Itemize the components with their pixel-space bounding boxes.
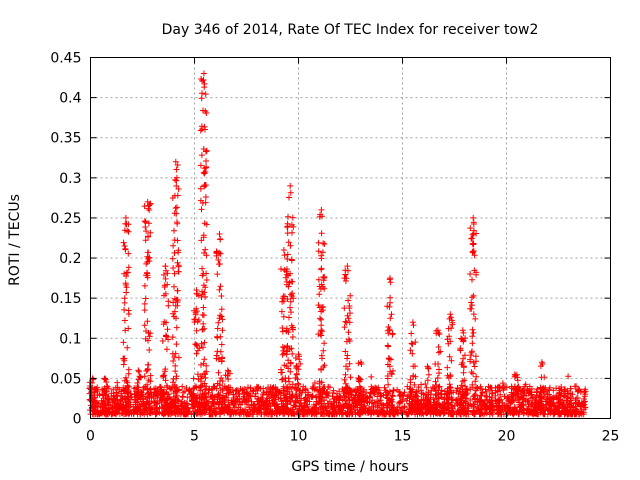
y-tick-label: 0.35 <box>50 131 81 147</box>
x-tick-label: 20 <box>498 429 516 445</box>
y-tick-label: 0.2 <box>59 251 81 267</box>
y-tick-label: 0.3 <box>59 171 81 187</box>
x-tick-label: 15 <box>394 429 412 445</box>
x-tick-label: 5 <box>190 429 199 445</box>
plot-frame <box>90 57 611 419</box>
tick-labels: 0 5 10 15 20 25 0 0.05 0.1 0.15 0.2 0.25 0.3 0.35 0.4 0… <box>50 51 619 445</box>
x-tick-label: 25 <box>602 429 620 445</box>
x-tick-label: 0 <box>86 429 95 445</box>
y-tick-label: 0.15 <box>50 291 81 307</box>
y-tick-label: 0.4 <box>59 91 81 107</box>
y-axis-label: ROTI / TECUs <box>7 194 23 286</box>
data-points <box>86 70 589 418</box>
y-tick-label: 0 <box>73 412 82 428</box>
chart-title: Day 346 of 2014, Rate Of TEC Index for r… <box>162 22 539 38</box>
y-tick-label: 0.25 <box>50 211 81 227</box>
axis-ticks <box>90 57 611 419</box>
roti-series-markers <box>86 70 589 418</box>
x-axis-label: GPS time / hours <box>291 459 408 475</box>
grid-lines <box>90 57 611 419</box>
x-tick-label: 10 <box>290 429 308 445</box>
y-tick-label: 0.05 <box>50 371 81 387</box>
y-tick-label: 0.45 <box>50 51 81 67</box>
y-tick-label: 0.1 <box>59 331 81 347</box>
